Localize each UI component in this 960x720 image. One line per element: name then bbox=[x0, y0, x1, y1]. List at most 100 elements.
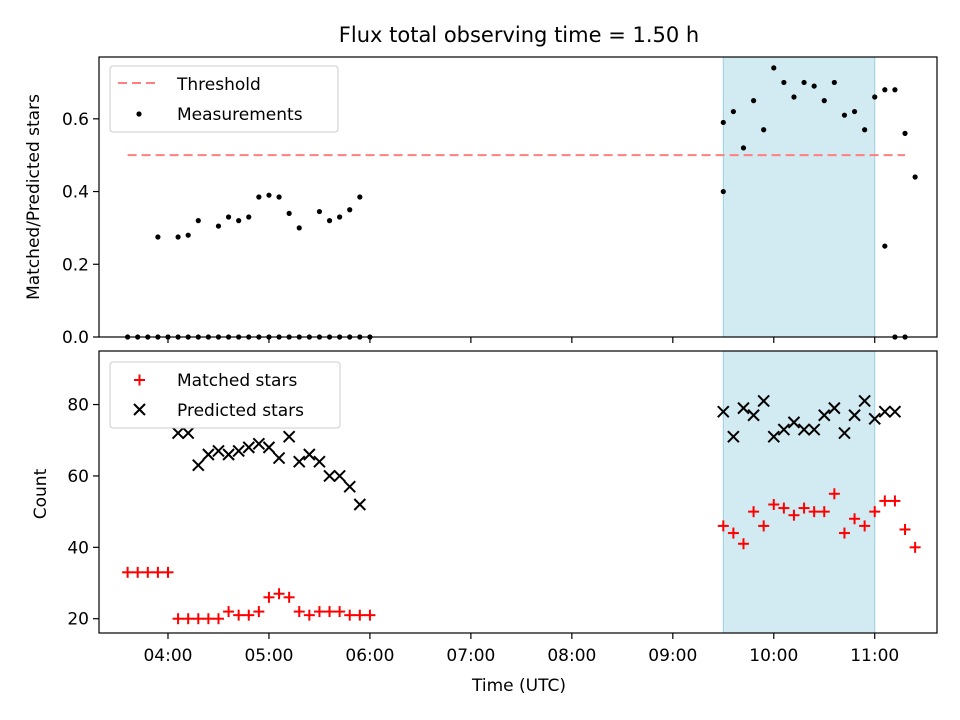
top-legend-box bbox=[109, 65, 339, 133]
matched-star-point bbox=[303, 609, 315, 621]
matched-star-point bbox=[243, 609, 255, 621]
measurement-point bbox=[276, 194, 282, 200]
bottom-panel: 20 40 60 80 04:00 05:00 06:00 07:00 08:00 09:00 1… bbox=[31, 350, 938, 696]
predicted-star-point bbox=[181, 426, 195, 440]
predicted-star-point bbox=[242, 441, 255, 454]
matched-star-point bbox=[273, 588, 285, 600]
matched-star-point bbox=[334, 606, 346, 618]
measurement-point bbox=[851, 108, 858, 115]
predicted-star-point bbox=[272, 451, 286, 465]
x-tick-label: 08:00 bbox=[547, 646, 596, 666]
x-axis-label: Time (UTC) bbox=[471, 676, 566, 696]
legend-predicted-swatch bbox=[133, 403, 146, 416]
y-tick-label: 0.6 bbox=[62, 110, 89, 130]
measurement-point bbox=[761, 127, 767, 133]
matched-star-point bbox=[737, 538, 749, 550]
bottom-y-axis-label: Count bbox=[31, 468, 51, 519]
y-tick-label: 40 bbox=[67, 538, 89, 558]
predicted-star-point bbox=[232, 444, 245, 458]
y-tick-label: 0.0 bbox=[62, 328, 89, 348]
predicted-star-point bbox=[323, 469, 336, 483]
x-tick-label: 11:00 bbox=[850, 646, 899, 666]
matched-star-point bbox=[223, 606, 235, 618]
y-tick-label: 60 bbox=[67, 467, 89, 487]
matched-star-point bbox=[808, 506, 820, 518]
measurement-point bbox=[862, 127, 868, 133]
predicted-star-point bbox=[777, 423, 791, 436]
top-x-ticks bbox=[167, 337, 876, 343]
measurement-point bbox=[740, 145, 747, 151]
measurement-point bbox=[195, 218, 201, 224]
x-tick-label: 06:00 bbox=[345, 646, 394, 666]
matched-star-point bbox=[798, 502, 810, 514]
measurement-point bbox=[892, 87, 898, 93]
predicted-star-point bbox=[848, 409, 861, 422]
measurement-point bbox=[821, 98, 827, 104]
matched-star-point bbox=[717, 520, 729, 532]
matched-star-point bbox=[889, 495, 901, 507]
matched-star-point bbox=[778, 502, 790, 514]
predicted-star-point bbox=[192, 459, 205, 472]
legend-matched-label: Matched stars bbox=[177, 371, 297, 391]
measurement-point bbox=[296, 225, 302, 231]
predicted-star-point bbox=[858, 394, 871, 408]
measurement-point bbox=[791, 94, 797, 100]
matched-star-point bbox=[909, 541, 921, 553]
top-legend: Threshold Measurements bbox=[109, 65, 339, 133]
measurement-point bbox=[771, 65, 777, 71]
matched-star-point bbox=[212, 613, 224, 625]
measurement-point bbox=[256, 194, 262, 200]
measurement-point bbox=[155, 234, 161, 240]
matched-star-point bbox=[192, 613, 204, 625]
matched-star-point bbox=[162, 566, 174, 578]
measurement-point bbox=[882, 87, 888, 93]
measurement-point bbox=[185, 232, 191, 238]
measurement-point bbox=[882, 243, 888, 249]
matched-star-point bbox=[122, 566, 134, 578]
measurement-point bbox=[225, 214, 232, 220]
matched-star-point bbox=[283, 591, 295, 603]
measurement-point bbox=[316, 208, 323, 215]
predicted-star-point bbox=[868, 412, 881, 426]
matched-star-point bbox=[202, 613, 214, 625]
predicted-star-point bbox=[252, 437, 266, 451]
y-tick-label: 0.2 bbox=[62, 255, 89, 275]
measurement-point bbox=[236, 218, 242, 224]
predicted-star-point bbox=[171, 426, 185, 440]
measurement-point bbox=[801, 79, 807, 86]
top-highlight-span bbox=[722, 56, 876, 338]
measurement-point bbox=[246, 214, 252, 220]
predicted-star-point bbox=[797, 423, 811, 436]
measurement-point bbox=[266, 192, 272, 198]
legend-matched-swatch bbox=[134, 374, 145, 386]
predicted-star-point bbox=[888, 405, 902, 418]
top-panel: 0.0 0.2 0.4 0.6 Matched/Predicted stars Thr… bbox=[24, 56, 938, 348]
measurement-point bbox=[750, 98, 757, 104]
top-y-ticks: 0.0 0.2 0.4 0.6 bbox=[62, 110, 99, 348]
legend-threshold-label: Threshold bbox=[176, 75, 261, 95]
matched-star-point bbox=[364, 609, 376, 621]
predicted-star-point bbox=[757, 394, 770, 408]
matched-star-point bbox=[132, 566, 144, 578]
predicted-star-point bbox=[353, 498, 367, 511]
measurement-point bbox=[720, 119, 726, 126]
x-tick-label: 10:00 bbox=[749, 646, 798, 666]
matched-star-point bbox=[172, 613, 184, 625]
predicted-star-point bbox=[293, 455, 306, 468]
matched-star-point bbox=[324, 606, 336, 618]
predicted-star-point bbox=[282, 430, 296, 443]
measurement-point bbox=[811, 83, 817, 89]
matched-star-point bbox=[354, 609, 366, 621]
predicted-star-point bbox=[828, 401, 841, 415]
matched-star-point bbox=[748, 506, 760, 518]
measurement-point bbox=[831, 79, 837, 86]
predicted-star-point bbox=[262, 441, 276, 454]
matched-star-point bbox=[313, 606, 325, 618]
predicted-star-point bbox=[818, 409, 831, 422]
x-tick-label: 05:00 bbox=[244, 646, 293, 666]
bottom-axes-frame bbox=[98, 350, 938, 634]
predicted-star-point bbox=[333, 469, 346, 483]
matched-star-point bbox=[899, 523, 911, 535]
matched-star-point bbox=[838, 527, 850, 539]
count-points bbox=[122, 394, 921, 625]
